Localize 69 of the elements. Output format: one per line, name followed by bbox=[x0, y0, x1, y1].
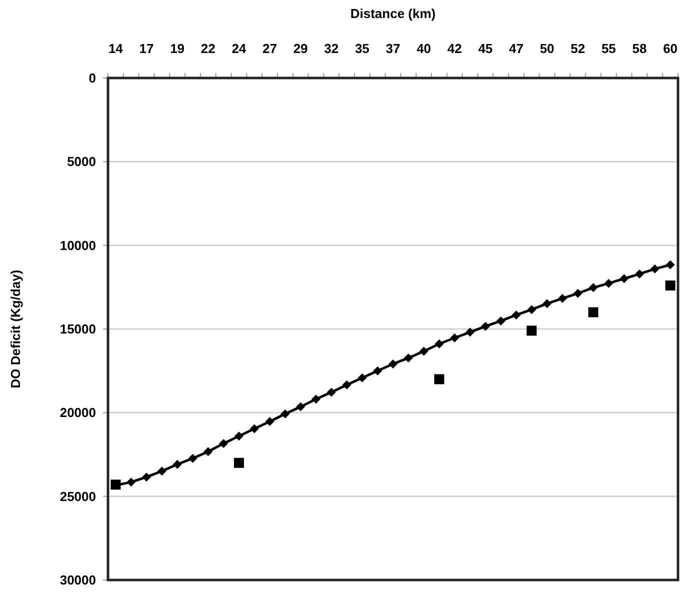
point bbox=[558, 294, 567, 303]
point bbox=[496, 316, 506, 326]
point bbox=[265, 417, 274, 426]
x-tick-label: 29 bbox=[293, 41, 308, 56]
x-tick-label: 55 bbox=[601, 41, 616, 56]
point bbox=[358, 373, 367, 382]
x-tick-label: 24 bbox=[232, 41, 247, 56]
y-tick-label: 25000 bbox=[60, 488, 96, 504]
point bbox=[604, 278, 614, 288]
point bbox=[588, 307, 598, 318]
x-tick-label: 40 bbox=[416, 41, 432, 56]
x-tick-label: 27 bbox=[262, 41, 277, 56]
point bbox=[526, 326, 537, 336]
point bbox=[234, 432, 244, 441]
x-tick-label: 19 bbox=[170, 41, 185, 56]
x-tick-label: 32 bbox=[324, 41, 339, 56]
x-tick-label: 37 bbox=[386, 41, 400, 56]
point bbox=[466, 328, 475, 337]
point bbox=[665, 280, 676, 290]
point bbox=[219, 438, 228, 448]
point bbox=[234, 458, 244, 468]
point bbox=[126, 478, 136, 487]
y-tick-label: 30000 bbox=[60, 572, 96, 588]
point bbox=[650, 264, 660, 274]
point bbox=[588, 283, 598, 292]
x-tick-label: 45 bbox=[478, 41, 493, 56]
point bbox=[666, 260, 675, 270]
point bbox=[250, 424, 259, 434]
point bbox=[620, 274, 629, 284]
point bbox=[311, 394, 320, 404]
x-tick-label: 52 bbox=[570, 41, 586, 56]
point bbox=[342, 380, 352, 390]
y-tick-label: 5000 bbox=[67, 154, 96, 170]
y-tick-label: 15000 bbox=[60, 322, 96, 336]
x-tick-label: 35 bbox=[354, 41, 370, 56]
x-tick-label: 47 bbox=[509, 41, 524, 56]
x-tick-label: 50 bbox=[540, 41, 554, 56]
point bbox=[450, 333, 460, 342]
point bbox=[157, 466, 166, 476]
point bbox=[480, 322, 490, 331]
point bbox=[326, 388, 336, 397]
y-tick-label: 20000 bbox=[60, 405, 96, 420]
y-tick-label: 10000 bbox=[60, 238, 96, 253]
x-tick-label: 17 bbox=[139, 41, 154, 56]
point bbox=[542, 299, 552, 308]
point bbox=[142, 472, 152, 482]
point bbox=[172, 460, 182, 469]
point bbox=[204, 447, 213, 456]
y-tick-label: 0 bbox=[88, 70, 96, 86]
point bbox=[373, 366, 382, 376]
x-tick-label: 58 bbox=[632, 41, 647, 56]
point bbox=[388, 359, 398, 368]
point bbox=[404, 353, 413, 362]
point bbox=[188, 454, 198, 463]
x-tick-label: 42 bbox=[447, 41, 462, 56]
point bbox=[512, 310, 521, 320]
point bbox=[527, 305, 536, 314]
x-axis-title: Distance (km) bbox=[350, 6, 436, 21]
point bbox=[296, 402, 306, 412]
point bbox=[434, 374, 444, 384]
y-axis-title: DO Deficit (Kg/day) bbox=[8, 270, 23, 388]
point bbox=[280, 409, 290, 418]
x-tick-label: 60 bbox=[663, 41, 678, 56]
point bbox=[434, 339, 444, 348]
point bbox=[573, 288, 582, 298]
point bbox=[634, 269, 644, 278]
point bbox=[419, 346, 428, 356]
x-tick-label: 14 bbox=[108, 41, 124, 56]
x-tick-label: 22 bbox=[200, 41, 216, 56]
